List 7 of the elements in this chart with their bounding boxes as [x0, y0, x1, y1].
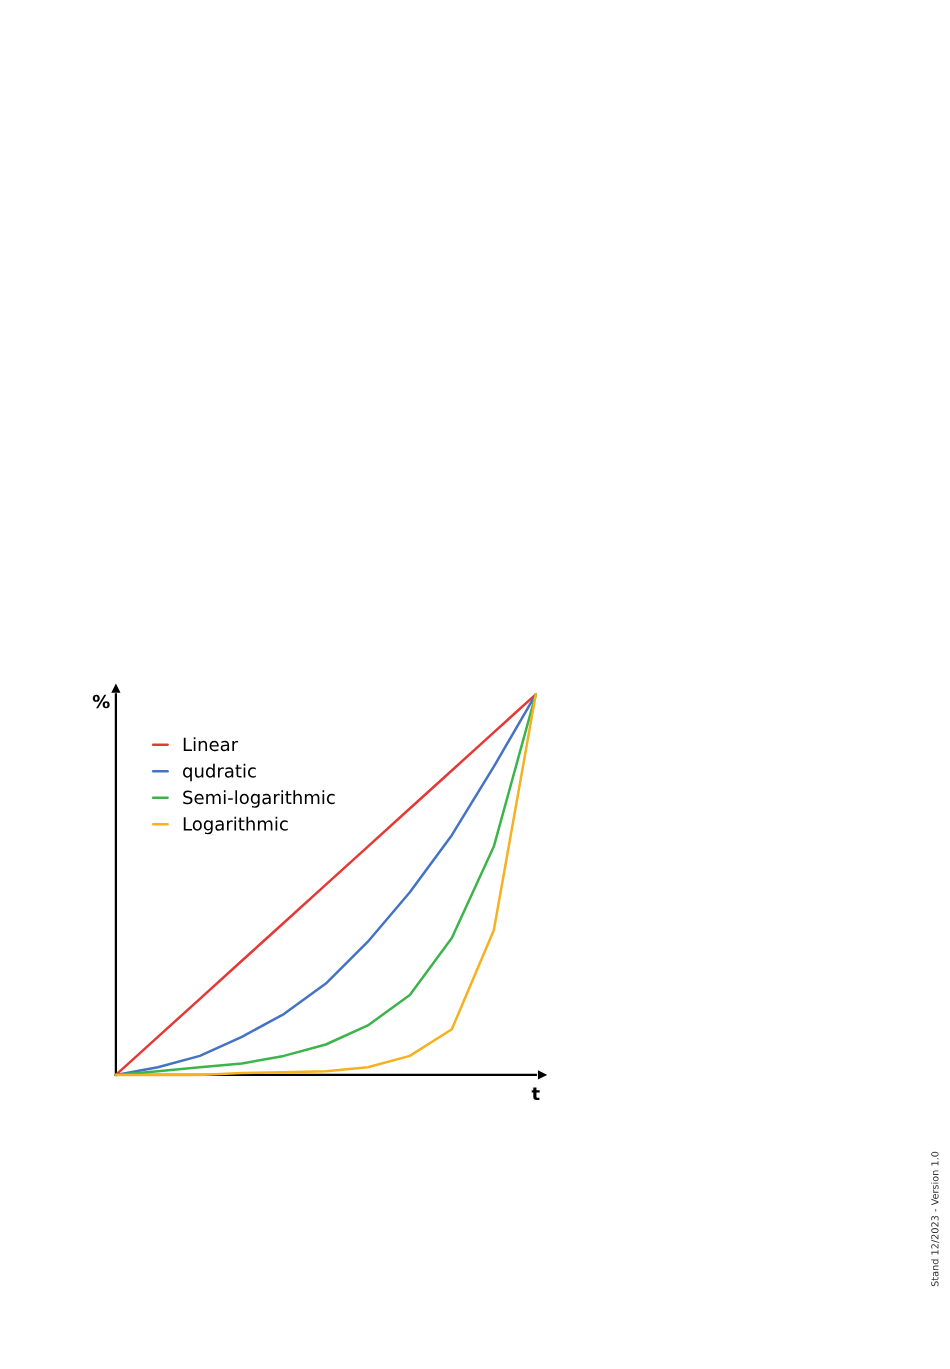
x-axis-title: t [531, 1087, 540, 1101]
legend-label: qudratic [183, 763, 256, 782]
legend-label: Logarithmic [183, 816, 288, 835]
legend-label: Semi-logarithmic [183, 790, 335, 808]
legend-label: Linear [183, 737, 239, 752]
y-axis-title: % [92, 694, 110, 709]
text: Stand 12/2023 - Version 1.0 [931, 1151, 940, 1287]
